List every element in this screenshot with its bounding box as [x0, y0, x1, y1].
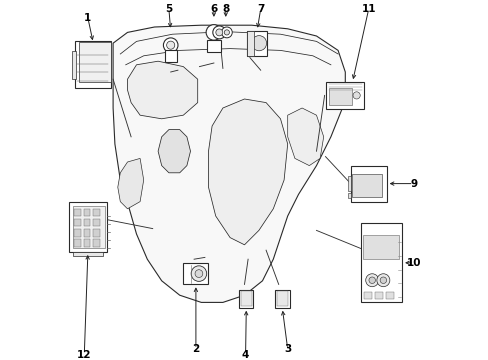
Circle shape	[224, 30, 229, 35]
PathPatch shape	[118, 158, 143, 209]
Bar	[247, 31, 254, 56]
Bar	[325, 82, 364, 109]
Text: 10: 10	[406, 258, 420, 268]
PathPatch shape	[113, 25, 345, 302]
Bar	[69, 202, 106, 252]
Circle shape	[215, 29, 223, 36]
Bar	[83, 209, 90, 216]
Bar	[164, 50, 177, 62]
Bar	[364, 292, 371, 299]
Bar	[72, 51, 76, 79]
Circle shape	[191, 266, 206, 282]
Text: 11: 11	[361, 4, 375, 14]
Text: 1: 1	[84, 13, 91, 23]
Bar	[275, 290, 289, 308]
Bar	[72, 252, 103, 256]
Circle shape	[206, 24, 221, 40]
Bar	[79, 42, 111, 82]
Bar	[374, 292, 382, 299]
Bar	[93, 219, 100, 226]
Circle shape	[195, 270, 203, 278]
Text: 3: 3	[284, 344, 291, 354]
Bar	[74, 229, 81, 237]
Text: 9: 9	[409, 179, 416, 189]
PathPatch shape	[127, 61, 197, 119]
Bar	[83, 239, 90, 247]
Bar	[93, 209, 100, 216]
Text: 8: 8	[222, 4, 229, 14]
Bar	[72, 206, 104, 248]
Bar	[328, 88, 351, 104]
Bar	[350, 166, 386, 202]
Bar	[240, 291, 251, 306]
Text: 2: 2	[192, 344, 199, 354]
Circle shape	[368, 277, 375, 283]
Bar	[93, 239, 100, 247]
Circle shape	[251, 36, 266, 51]
Bar	[83, 229, 90, 237]
Bar	[363, 235, 398, 259]
Bar	[206, 40, 221, 52]
Circle shape	[163, 38, 178, 53]
Text: 4: 4	[242, 350, 249, 360]
Circle shape	[365, 274, 378, 287]
Text: 5: 5	[165, 4, 172, 14]
Circle shape	[352, 92, 360, 99]
Bar	[276, 291, 287, 306]
Bar	[239, 290, 253, 308]
PathPatch shape	[158, 130, 190, 173]
Circle shape	[376, 274, 389, 287]
Bar	[347, 176, 351, 191]
Text: 6: 6	[210, 4, 217, 14]
Bar	[93, 229, 100, 237]
Circle shape	[212, 26, 225, 39]
PathPatch shape	[208, 99, 287, 245]
Bar	[83, 219, 90, 226]
PathPatch shape	[287, 108, 323, 166]
Text: 12: 12	[77, 350, 91, 360]
Bar	[360, 223, 401, 302]
Bar	[75, 41, 111, 88]
Bar	[74, 209, 81, 216]
Text: 7: 7	[257, 4, 264, 14]
Circle shape	[379, 277, 386, 283]
Bar	[347, 193, 351, 198]
Bar	[183, 263, 208, 284]
Bar	[351, 174, 382, 197]
Circle shape	[166, 41, 174, 49]
Bar	[247, 31, 266, 56]
Bar	[74, 219, 81, 226]
Bar	[74, 239, 81, 247]
Bar	[385, 292, 393, 299]
Circle shape	[221, 27, 232, 38]
